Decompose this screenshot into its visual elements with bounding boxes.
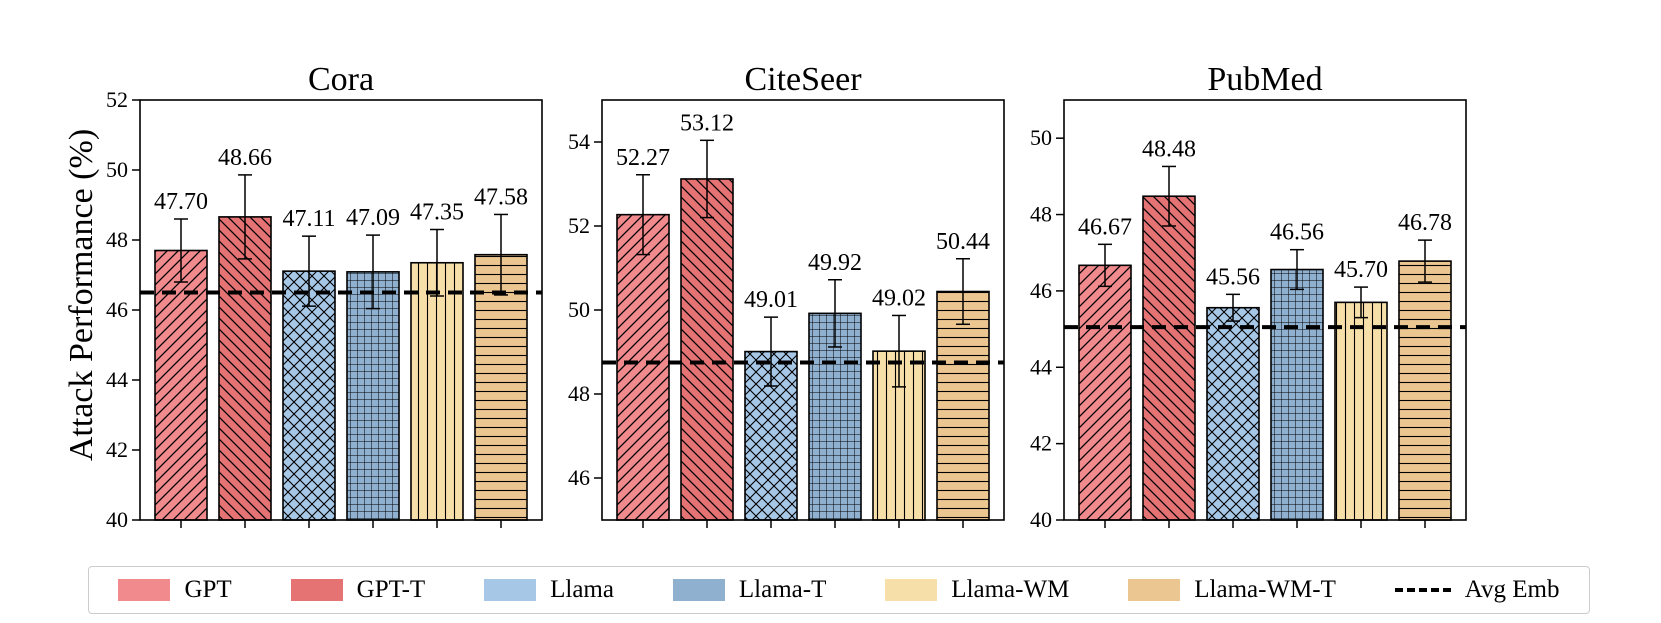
legend-swatch-gpt-t <box>290 579 343 601</box>
y-tick-label: 44 <box>106 367 128 392</box>
legend-item-llama-wm-t: Llama-WM-T <box>1128 576 1336 604</box>
data-label: 47.09 <box>346 205 400 231</box>
y-tick-label: 46 <box>1030 278 1052 303</box>
data-label: 49.01 <box>744 287 798 313</box>
bar-hatch-llama-wm-t <box>937 291 989 520</box>
data-label: 49.92 <box>808 250 862 276</box>
panel-pubmed: PubMed 40 42 44 46 48 50 46.67 48.48 45.56 46.56 45… <box>1030 61 1467 532</box>
data-label: 46.67 <box>1078 214 1132 240</box>
data-label: 48.66 <box>218 145 272 171</box>
legend-item-gpt-t: GPT-T <box>290 576 426 604</box>
bar-hatch-llama-t <box>809 313 861 520</box>
panel-title: CiteSeer <box>744 61 862 98</box>
data-label: 49.02 <box>872 285 926 311</box>
y-tick-label: 42 <box>106 437 128 462</box>
bar-hatch-gpt-t <box>681 178 733 520</box>
panel-title: Cora <box>308 61 374 98</box>
legend-item-avg-emb: Avg Emb <box>1394 576 1560 604</box>
bar-hatch-llama-wm-t <box>475 254 527 520</box>
plot-frame <box>1063 99 1467 521</box>
y-tick-label: 48 <box>568 381 590 406</box>
data-label: 53.12 <box>680 110 734 136</box>
bar-hatch-llama-wm-t <box>1399 261 1451 520</box>
bar-hatch-gpt-t <box>219 216 271 520</box>
bar-hatch-llama-t <box>347 271 399 520</box>
legend-item-llama: Llama <box>484 576 614 604</box>
y-tick-label: 50 <box>568 297 590 322</box>
y-axis-label: Attack Performance (%) <box>63 129 100 461</box>
legend-swatch-llama-wm-t <box>1128 579 1181 601</box>
bar-hatch-gpt <box>617 214 669 520</box>
panel-cora: Cora 40 42 44 46 48 50 52 47.70 48.66 47.11 47.09 47… <box>106 61 543 532</box>
y-tick-label: 42 <box>1030 431 1052 456</box>
data-label: 47.35 <box>410 200 464 226</box>
legend-swatch-llama-t <box>672 579 725 601</box>
y-tick-label: 52 <box>106 87 128 112</box>
data-label: 47.11 <box>282 206 335 232</box>
legend-label: Llama <box>550 576 614 603</box>
data-label: 45.56 <box>1206 264 1260 290</box>
legend-swatch-llama <box>484 579 537 601</box>
data-label: 47.58 <box>474 184 528 210</box>
y-tick-label: 54 <box>568 129 590 154</box>
bar-hatch-llama-t <box>1271 269 1323 520</box>
y-tick-label: 50 <box>106 157 128 182</box>
bar-hatch-llama <box>283 271 335 520</box>
y-tick-label: 46 <box>106 297 128 322</box>
legend-swatch-gpt <box>118 579 171 601</box>
legend-label: Llama-WM-T <box>1194 576 1336 603</box>
legend-label: Llama-T <box>738 576 827 603</box>
bar-hatch-gpt <box>155 250 207 520</box>
bar-hatch-llama-wm <box>411 262 463 520</box>
data-label: 47.70 <box>154 189 208 215</box>
plot-frame <box>601 99 1005 521</box>
data-label: 45.70 <box>1334 257 1388 283</box>
panel-citeseer: CiteSeer 46 48 50 52 54 52.27 53.12 49.01 49.92 49… <box>568 61 1005 528</box>
legend-item-llama-t: Llama-T <box>672 576 827 604</box>
legend-label: GPT <box>184 576 232 603</box>
y-tick-label: 40 <box>106 507 128 532</box>
y-tick-label: 48 <box>106 227 128 252</box>
y-tick-label: 50 <box>1030 125 1052 150</box>
legend-label: Llama-WM <box>951 576 1070 603</box>
y-tick-label: 40 <box>1030 507 1052 532</box>
y-tick-label: 52 <box>568 213 590 238</box>
bar-hatch-gpt <box>1079 265 1131 520</box>
data-label: 52.27 <box>616 145 670 171</box>
legend-item-gpt: GPT <box>118 576 232 604</box>
y-tick-label: 48 <box>1030 202 1052 227</box>
legend-swatch-llama-wm <box>885 579 938 601</box>
y-tick-label: 44 <box>1030 354 1052 379</box>
panel-title: PubMed <box>1207 61 1322 98</box>
data-label: 46.78 <box>1398 210 1452 236</box>
data-label: 46.56 <box>1270 220 1324 246</box>
data-label: 48.48 <box>1142 136 1196 162</box>
legend-item-llama-wm: Llama-WM <box>885 576 1069 604</box>
plot-frame <box>139 99 543 521</box>
y-tick-label: 46 <box>568 465 590 490</box>
legend-label: Avg Emb <box>1464 576 1560 603</box>
data-label: 50.44 <box>936 229 990 255</box>
legend: GPT GPT-T Llama Llama-T Llama-WM Llama-W… <box>88 566 1590 614</box>
bar-hatch-llama-wm <box>1335 302 1387 520</box>
bar-hatch-llama <box>1207 307 1259 520</box>
legend-dash-avg-emb <box>1394 588 1451 592</box>
bar-hatch-gpt-t <box>1143 196 1195 520</box>
legend-label: GPT-T <box>356 576 426 603</box>
